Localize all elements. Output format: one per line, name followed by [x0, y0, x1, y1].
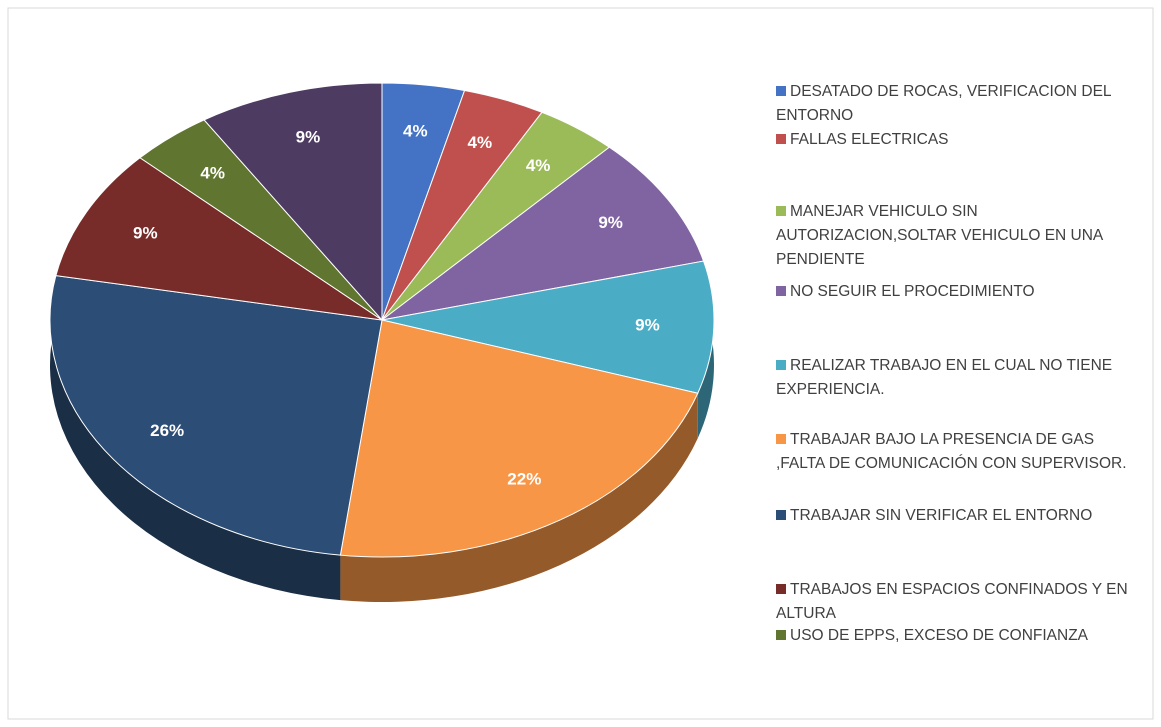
legend-label: TRABAJAR SIN VERIFICAR EL ENTORNO	[790, 507, 1093, 524]
pie-tops	[49, 82, 715, 558]
data-label: 9%	[296, 127, 321, 146]
legend-entry: TRABAJAR BAJO LA PRESENCIA DE GAS ,FALTA…	[776, 428, 1141, 476]
legend-label: TRABAJAR BAJO LA PRESENCIA DE GAS ,FALTA…	[776, 431, 1127, 472]
data-label: 9%	[598, 213, 623, 232]
legend-entry: MANEJAR VEHICULO SIN AUTORIZACION,SOLTAR…	[776, 200, 1141, 272]
legend-label: MANEJAR VEHICULO SIN AUTORIZACION,SOLTAR…	[776, 203, 1103, 268]
data-label: 26%	[150, 421, 184, 440]
legend-label: USO DE EPPS, EXCESO DE CONFIANZA	[790, 627, 1089, 644]
slice	[381, 146, 705, 321]
legend-entry: TRABAJOS EN ESPACIOS CONFINADOS Y EN ALT…	[776, 578, 1141, 626]
slice-side	[340, 393, 698, 602]
legend-label: REALIZAR TRABAJO EN EL CUAL NO TIENE EXP…	[776, 357, 1113, 398]
data-label: 9%	[133, 223, 158, 242]
slice	[203, 82, 383, 322]
data-label: 4%	[200, 163, 225, 182]
legend-swatch	[776, 86, 786, 96]
legend-label: NO SEGUIR EL PROCEDIMIENTO	[790, 283, 1035, 300]
legend-swatch	[776, 434, 786, 444]
data-label: 4%	[526, 156, 551, 175]
pie-labels: 4% 4% 4% 9% 9% 22% 26% 9% 4% 9%	[133, 121, 660, 488]
legend-entry: FALLAS ELECTRICAS	[776, 128, 1141, 152]
slice	[55, 157, 383, 321]
legend-entry: USO DE EPPS, EXCESO DE CONFIANZA	[776, 624, 1141, 648]
slice	[339, 319, 699, 558]
legend-label: FALLAS ELECTRICAS	[790, 131, 949, 148]
legend-entry: TRABAJAR SIN VERIFICAR EL ENTORNO	[776, 504, 1141, 528]
data-label: 4%	[403, 121, 428, 140]
legend-label: TRABAJOS EN ESPACIOS CONFINADOS Y EN ALT…	[776, 581, 1128, 622]
legend-label: DESATADO DE ROCAS, VERIFICACION DEL ENTO…	[776, 83, 1111, 124]
data-label: 4%	[467, 133, 492, 152]
slice	[381, 260, 715, 394]
legend-entry: REALIZAR TRABAJO EN EL CUAL NO TIENE EXP…	[776, 354, 1141, 402]
legend-entry: NO SEGUIR EL PROCEDIMIENTO	[776, 280, 1141, 304]
legend-swatch	[776, 134, 786, 144]
legend-swatch	[776, 286, 786, 296]
legend-swatch	[776, 584, 786, 594]
legend-swatch	[776, 630, 786, 640]
legend-swatch	[776, 206, 786, 216]
legend-swatch	[776, 510, 786, 520]
data-label: 9%	[635, 315, 660, 334]
slice	[49, 275, 383, 556]
slice-side	[50, 275, 341, 601]
data-label: 22%	[507, 470, 541, 489]
legend-swatch	[776, 360, 786, 370]
legend-entry: DESATADO DE ROCAS, VERIFICACION DEL ENTO…	[776, 80, 1141, 128]
